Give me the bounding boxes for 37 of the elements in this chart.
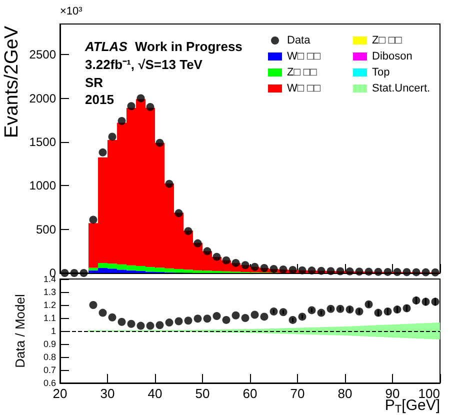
- y-tick-label: 0.8: [43, 352, 56, 362]
- x-tick-label: 30: [100, 386, 115, 401]
- x-tick-label: 40: [148, 386, 162, 401]
- x-tick-label: 80: [338, 386, 352, 401]
- y-tick-label: 1.2: [43, 300, 56, 310]
- y-tick-label: 2000: [29, 91, 56, 106]
- annotation: ATLAS: [84, 39, 128, 54]
- y-tick-label: 0.6: [43, 378, 56, 388]
- annotation: SR: [85, 75, 104, 90]
- x-tick-label: 90: [385, 386, 400, 401]
- y-tick-label: 1.1: [43, 313, 56, 323]
- annotation: 3.22fb⁻¹, √S=13 TeV: [85, 57, 203, 72]
- legend-label: W□ □□: [287, 82, 321, 94]
- y-tick-label: 2500: [29, 48, 56, 62]
- legend-label: W□ □□: [287, 50, 321, 62]
- y-tick-label: 1: [50, 326, 56, 336]
- y-tick-label: 0.9: [43, 339, 56, 349]
- legend-label: Stat.Uncert.: [372, 82, 430, 94]
- y-tick-label: 1.3: [43, 287, 56, 297]
- text: ×10³: [60, 6, 83, 18]
- legend-label: Data: [287, 34, 312, 46]
- y-axis-title: Data / Model: [12, 294, 28, 368]
- y-tick-label: 1500: [29, 134, 56, 149]
- annotation: 2015: [85, 92, 114, 107]
- y-tick-label: 500: [36, 222, 56, 236]
- legend-label: Z□ □□: [287, 66, 318, 78]
- x-tick-label: 70: [290, 386, 305, 401]
- x-tick-label: 60: [242, 386, 258, 401]
- x-tick-label: 50: [195, 386, 210, 401]
- legend-label: Z□ □□: [372, 34, 402, 46]
- legend-label: Top: [372, 66, 390, 78]
- legend-label: Diboson: [372, 50, 412, 62]
- x-tick-label: 20: [52, 386, 68, 401]
- y-axis-title: Evants/2GeV: [2, 26, 22, 138]
- annotation: Work in Progress: [135, 39, 242, 54]
- y-tick-label: 1000: [29, 178, 56, 193]
- y-tick-label: 0.7: [43, 365, 56, 375]
